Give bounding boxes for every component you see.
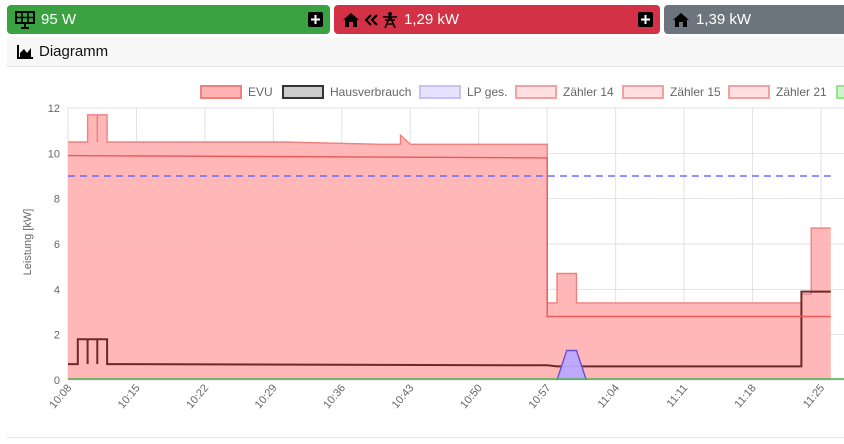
solar-panel-icon — [15, 10, 35, 29]
series-area-evu — [68, 114, 831, 381]
legend-swatch — [515, 85, 557, 99]
grid-tower-icon — [383, 11, 397, 28]
legend-label: Zähler 21 — [776, 85, 827, 99]
house-tile[interactable]: 1,39 kW — [664, 5, 844, 34]
legend-label: EVU — [248, 85, 273, 99]
legend-item[interactable]: EVU — [200, 85, 273, 99]
x-tick-label: 10:57 — [527, 382, 554, 411]
diagram-title: Diagramm — [39, 43, 109, 60]
legend-item[interactable]: Zähler 14 — [515, 85, 614, 99]
legend-swatch — [728, 85, 770, 99]
legend-label: Hausverbrauch — [330, 85, 411, 99]
plus-icon[interactable] — [638, 12, 653, 27]
y-tick-label: 12 — [48, 103, 60, 115]
x-tick-label: 10:36 — [321, 382, 348, 411]
legend-swatch-cut — [836, 85, 844, 99]
legend-item[interactable]: Zähler 15 — [622, 85, 721, 99]
y-tick-label: 4 — [54, 284, 60, 296]
x-tick-label: 10:50 — [458, 382, 485, 411]
evu-value: 1,29 kW — [404, 11, 460, 28]
legend[interactable]: EVU Hausverbrauch LP ges. Zähler 14 Zähler 1… — [200, 85, 844, 99]
x-tick-label: 11:25 — [801, 382, 827, 410]
x-tick-label: 11:18 — [732, 382, 758, 410]
series-line-evu — [68, 114, 831, 304]
y-tick-label: 8 — [54, 194, 60, 206]
x-tick-label: 10:08 — [47, 382, 74, 411]
legend-item[interactable]: Zähler 21 — [728, 85, 827, 99]
series-line-z-hler-14 — [67, 154, 831, 318]
double-chevron-left-icon — [364, 13, 378, 26]
y-tick-label: 2 — [54, 330, 60, 342]
legend-label: Zähler 14 — [563, 85, 614, 99]
x-tick-label: 10:29 — [253, 382, 280, 411]
legend-swatch — [282, 85, 324, 99]
chart-card: 0 2 4 6 8 10 12 10:08 10:15 10:22 10:29 10:36 10:43 1… — [7, 67, 844, 439]
pv-value: 95 W — [41, 11, 77, 28]
pv-tile[interactable]: 95 W — [7, 5, 330, 34]
diagram-header[interactable]: Diagramm — [7, 37, 844, 67]
power-chart: 0 2 4 6 8 10 12 10:08 10:15 10:22 10:29 10:36 10:43 1… — [22, 85, 844, 411]
area-chart-icon — [17, 44, 33, 59]
series-layer — [67, 114, 844, 381]
legend-label: Zähler 15 — [670, 85, 721, 99]
legend-label: LP ges. — [467, 85, 507, 99]
y-axis-label: Leistung [kW] — [22, 209, 34, 276]
y-tick-label: 6 — [54, 239, 60, 251]
status-bar: 95 W 1,29 kW 1,39 kW — [0, 0, 844, 36]
y-tick-label: 10 — [48, 148, 60, 160]
legend-swatch — [200, 85, 242, 99]
y-tick-label: 0 — [54, 375, 60, 387]
legend-item[interactable]: Hausverbrauch — [282, 85, 411, 99]
x-tick-label: 10:22 — [184, 382, 211, 411]
series-line-lp-ges- — [556, 349, 587, 381]
home-icon — [673, 12, 689, 27]
x-tick-label: 11:11 — [665, 382, 691, 410]
house-value: 1,39 kW — [696, 11, 752, 28]
legend-swatch — [419, 85, 461, 99]
x-tick-label: 10:43 — [390, 382, 417, 411]
legend-swatch — [622, 85, 664, 99]
x-tick-label: 11:04 — [596, 382, 622, 410]
x-tick-label: 10:15 — [116, 382, 143, 411]
plus-icon[interactable] — [308, 12, 323, 27]
legend-item[interactable]: LP ges. — [419, 85, 507, 99]
card-bottom-border — [7, 437, 844, 438]
evu-tile[interactable]: 1,29 kW — [334, 5, 660, 34]
series-line-hausverbrauch — [68, 290, 831, 368]
home-icon — [343, 12, 359, 27]
